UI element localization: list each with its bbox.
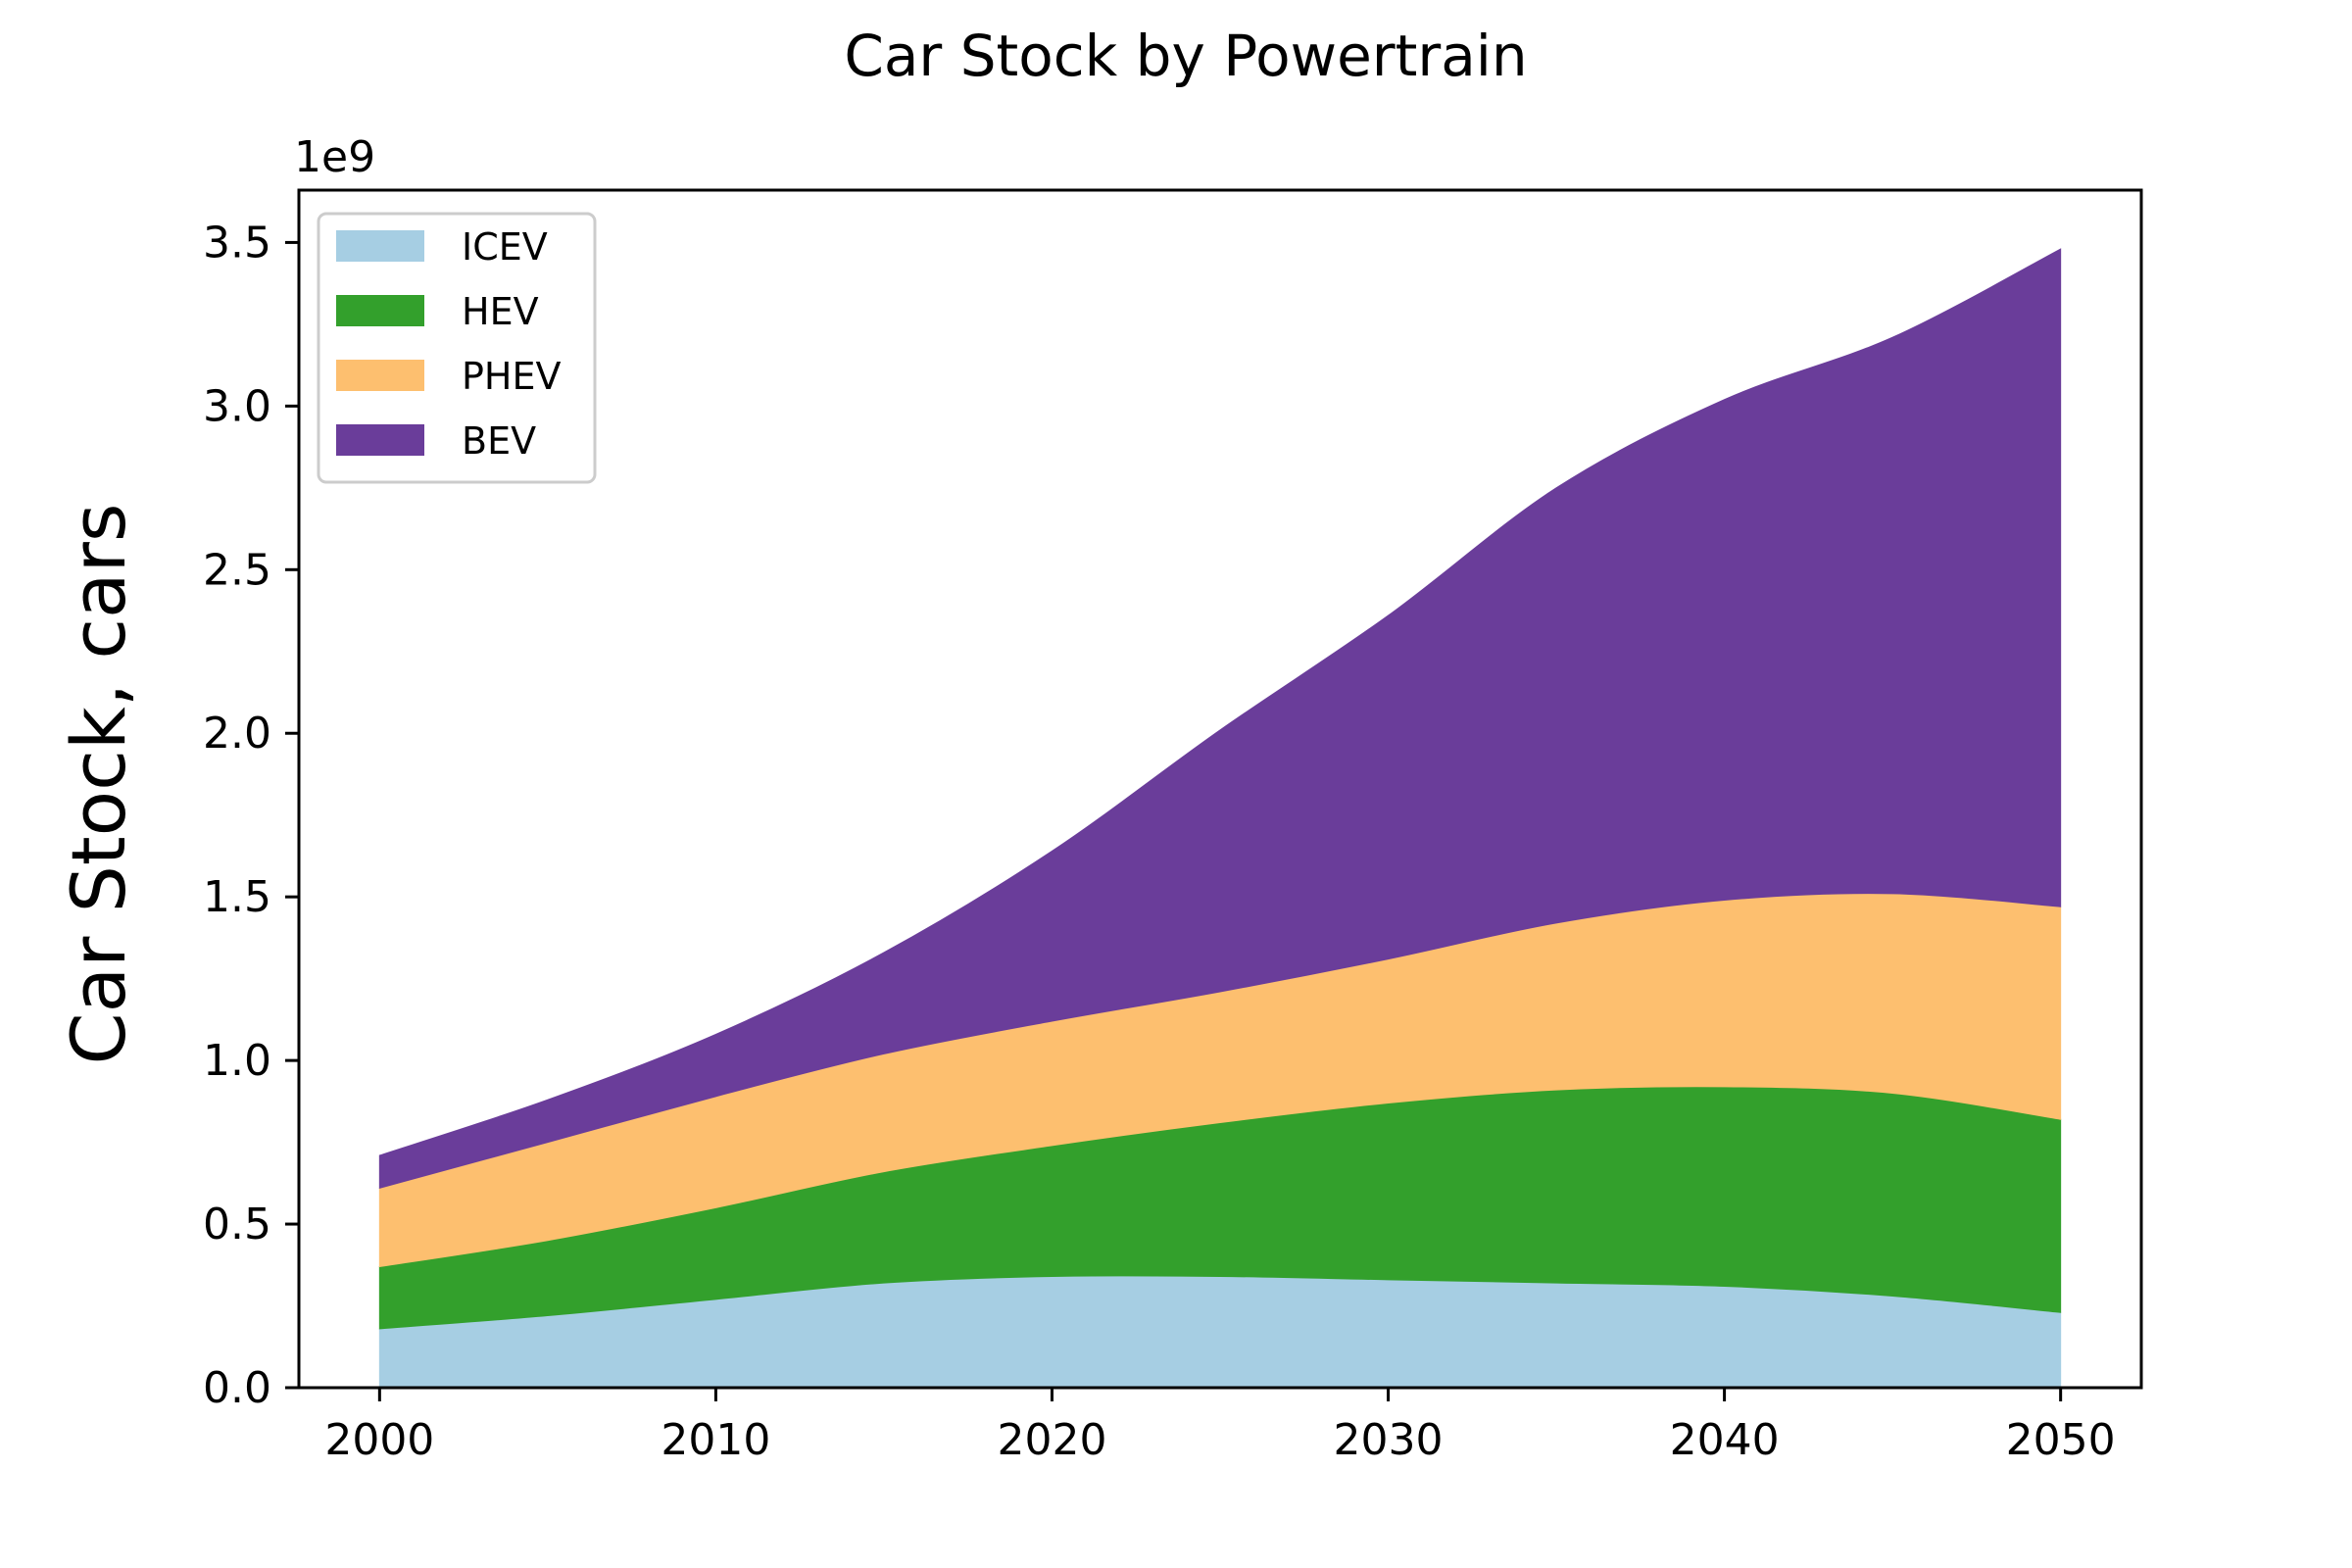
y-tick-label: 2.5	[203, 545, 271, 595]
y-axis-label: Car Stock, cars	[55, 504, 142, 1065]
y-tick-label: 3.0	[203, 381, 271, 431]
y-axis-ticks: 0.0 0.5 1.0 1.5 2.0 2.5 3.0 3.5	[203, 218, 299, 1413]
x-tick-label: 2010	[661, 1415, 770, 1465]
y-tick-label: 0.5	[203, 1200, 271, 1250]
area-layers	[378, 248, 2062, 1389]
legend-label-icev: ICEV	[462, 225, 548, 269]
x-tick-label: 2030	[1334, 1415, 1444, 1465]
legend-items: ICEV HEV PHEV BEV	[336, 225, 562, 463]
legend: ICEV HEV PHEV BEV	[317, 212, 597, 484]
y-tick-label: 1.0	[203, 1036, 271, 1086]
x-tick-label: 2020	[997, 1415, 1106, 1465]
legend-label-hev: HEV	[462, 290, 539, 333]
y-tick-label: 0.0	[203, 1363, 271, 1413]
legend-swatch-bev	[336, 424, 424, 456]
x-tick-label: 2050	[2006, 1415, 2116, 1465]
legend-frame	[317, 212, 597, 484]
x-axis-ticks: 2000 2010 2020 2030 2040 2050	[324, 1388, 2116, 1465]
legend-label-bev: BEV	[462, 419, 536, 463]
x-tick-label: 2000	[324, 1415, 434, 1465]
legend-swatch-icev	[336, 230, 424, 262]
y-tick-label: 2.0	[203, 709, 271, 759]
x-tick-label: 2040	[1670, 1415, 1780, 1465]
y-tick-label: 3.5	[203, 218, 271, 268]
legend-label-phev: PHEV	[462, 355, 562, 398]
plot-frame	[297, 188, 2143, 1390]
chart-title: Car Stock by Powertrain	[844, 23, 1527, 89]
legend-swatch-hev	[336, 295, 424, 326]
legend-swatch-phev	[336, 360, 424, 391]
y-tick-label: 1.5	[203, 872, 271, 922]
area-bev	[378, 248, 2062, 1189]
y-scale-offset-label: 1e9	[294, 132, 375, 182]
